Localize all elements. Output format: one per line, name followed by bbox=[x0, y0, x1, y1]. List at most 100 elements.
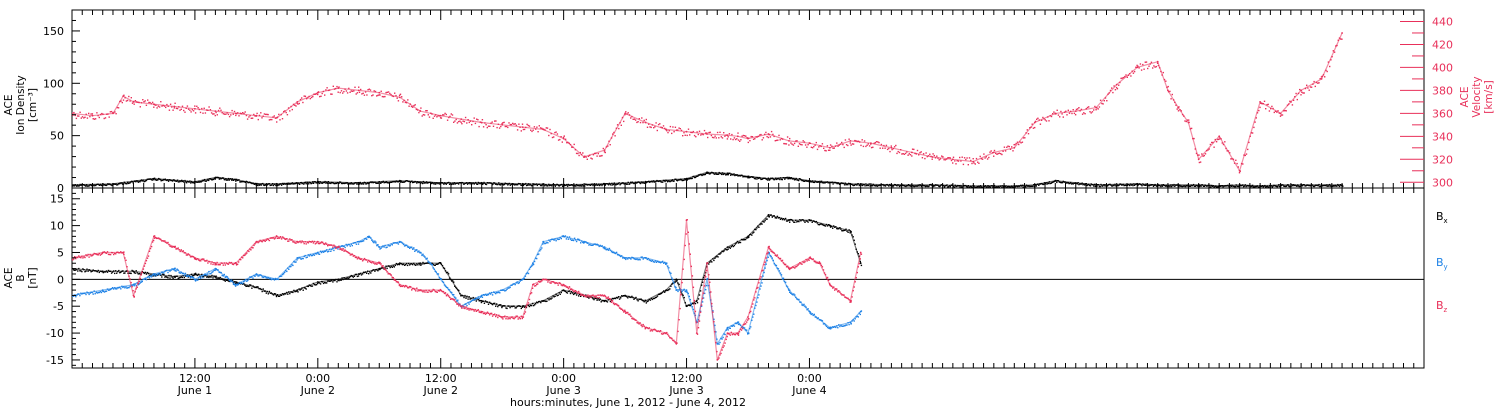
density-series-point bbox=[401, 181, 403, 183]
density-series-point bbox=[681, 179, 683, 182]
bz-series-point bbox=[475, 310, 477, 312]
density-series-point bbox=[1001, 186, 1003, 188]
density-series-point bbox=[437, 182, 439, 185]
density-series-point bbox=[786, 176, 788, 179]
bx-series-point bbox=[479, 300, 481, 302]
bx-series-point bbox=[419, 264, 421, 266]
velocity-series-point bbox=[474, 122, 477, 125]
bz-series-point bbox=[639, 322, 641, 324]
by-series-point bbox=[114, 287, 116, 289]
density-series-point bbox=[817, 181, 819, 183]
density-series-point bbox=[764, 177, 766, 179]
velocity-series-marker bbox=[1156, 60, 1159, 63]
density-series-point bbox=[248, 181, 250, 184]
velocity-series-point bbox=[317, 93, 319, 96]
velocity-series-point bbox=[698, 130, 701, 132]
density-series-point bbox=[603, 182, 605, 185]
density-series-point bbox=[104, 184, 106, 186]
by-series-point bbox=[168, 269, 170, 272]
velocity-series-marker bbox=[1259, 101, 1261, 103]
bz-series-point bbox=[318, 242, 321, 245]
bz-series-point bbox=[79, 256, 81, 258]
velocity-series-point bbox=[268, 119, 271, 121]
velocity-series-point bbox=[1024, 137, 1026, 139]
by-series-point bbox=[498, 291, 500, 293]
density-series-point bbox=[1052, 181, 1054, 183]
bx-series-point bbox=[138, 272, 140, 275]
velocity-series-point bbox=[574, 149, 577, 151]
bottom-panel-data bbox=[72, 214, 863, 361]
bz-series-point bbox=[215, 263, 217, 265]
velocity-series-point bbox=[562, 136, 565, 139]
bz-series-point bbox=[461, 307, 463, 309]
by-series-point bbox=[198, 277, 200, 279]
density-series-point bbox=[974, 186, 976, 188]
density-series-point bbox=[446, 182, 448, 184]
density-series-point bbox=[445, 183, 447, 185]
density-series-point bbox=[1170, 184, 1172, 186]
bz-series-point bbox=[516, 315, 518, 317]
by-series-point bbox=[737, 323, 740, 326]
bx-series-point bbox=[574, 292, 577, 294]
density-series-point bbox=[455, 182, 457, 184]
by-series-point bbox=[289, 266, 291, 268]
by-series-point bbox=[442, 281, 445, 284]
bx-series-point bbox=[859, 260, 861, 263]
velocity-series-point bbox=[1121, 77, 1123, 79]
density-series-point bbox=[539, 183, 541, 185]
by-series-point bbox=[315, 253, 318, 255]
velocity-series-marker bbox=[112, 112, 114, 115]
density-series-point bbox=[548, 184, 551, 187]
by-series-point bbox=[376, 244, 378, 247]
velocity-series-point bbox=[764, 133, 766, 136]
bz-series-point bbox=[271, 237, 274, 239]
by-series-point bbox=[677, 290, 679, 293]
density-series-point bbox=[375, 182, 377, 184]
velocity-series-point bbox=[1286, 104, 1289, 106]
density-series-point bbox=[731, 173, 733, 176]
bz-series-point bbox=[78, 255, 80, 257]
density-series-point bbox=[722, 173, 724, 176]
density-series-point bbox=[461, 181, 463, 184]
bx-series-point bbox=[290, 291, 292, 293]
density-series-point bbox=[416, 182, 418, 184]
by-series-point bbox=[603, 247, 605, 250]
density-series-point bbox=[861, 184, 864, 187]
by-series-point bbox=[713, 318, 715, 320]
by-series-point bbox=[326, 249, 328, 251]
velocity-series-point bbox=[661, 127, 663, 129]
density-series-point bbox=[1291, 184, 1293, 186]
density-series-point bbox=[605, 183, 607, 185]
density-series-point bbox=[955, 185, 957, 188]
density-series-point bbox=[1333, 185, 1335, 187]
density-series-point bbox=[806, 180, 808, 182]
velocity-series-point bbox=[1116, 88, 1119, 90]
by-series-point bbox=[204, 273, 206, 275]
bx-series-point bbox=[291, 291, 293, 293]
bx-series-point bbox=[394, 264, 396, 267]
by-series-point bbox=[518, 282, 520, 284]
velocity-series-point bbox=[1102, 103, 1104, 105]
velocity-series-point bbox=[398, 94, 401, 96]
velocity-series-point bbox=[174, 102, 176, 104]
density-series-point bbox=[370, 181, 372, 183]
by-series-point bbox=[329, 248, 331, 250]
bz-series-trace bbox=[72, 220, 862, 361]
by-series-point bbox=[764, 267, 766, 269]
velocity-series-point bbox=[238, 115, 240, 117]
velocity-series-point bbox=[330, 93, 332, 95]
velocity-series-point bbox=[848, 138, 850, 140]
velocity-series-point bbox=[1185, 120, 1187, 123]
density-series-point bbox=[857, 183, 859, 185]
bx-series-point bbox=[343, 277, 345, 279]
density-series-point bbox=[717, 173, 720, 175]
velocity-series-point bbox=[628, 114, 631, 116]
velocity-series-point bbox=[682, 135, 684, 137]
density-series-point bbox=[1215, 185, 1217, 187]
density-series-point bbox=[530, 184, 532, 186]
by-series-point bbox=[720, 337, 722, 340]
bx-series-point bbox=[457, 289, 459, 291]
density-series-point bbox=[1082, 184, 1084, 186]
density-series-point bbox=[768, 179, 770, 181]
density-series-point bbox=[997, 186, 999, 188]
